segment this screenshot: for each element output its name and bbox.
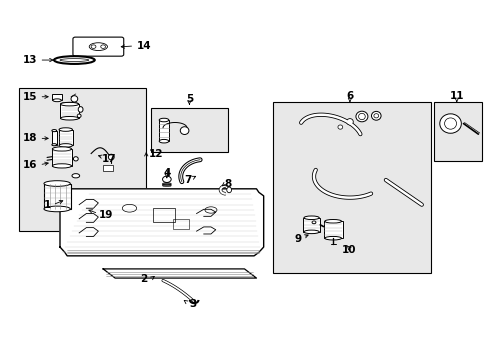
Text: 14: 14 — [136, 41, 151, 51]
Bar — [172, 219, 189, 229]
Ellipse shape — [180, 127, 188, 135]
Text: 3: 3 — [189, 299, 197, 309]
Bar — [59, 130, 73, 145]
Ellipse shape — [53, 99, 61, 102]
Bar — [159, 120, 168, 141]
Ellipse shape — [304, 230, 319, 234]
Text: 5: 5 — [185, 94, 193, 104]
Ellipse shape — [324, 237, 341, 240]
Bar — [52, 131, 57, 145]
Text: 12: 12 — [148, 149, 163, 158]
Polygon shape — [103, 269, 256, 278]
Ellipse shape — [337, 125, 342, 129]
Bar — [153, 208, 175, 222]
Ellipse shape — [371, 111, 380, 120]
Ellipse shape — [59, 128, 72, 131]
Ellipse shape — [346, 118, 352, 125]
Bar — [433, 102, 481, 161]
Ellipse shape — [226, 187, 231, 193]
Bar — [323, 221, 342, 238]
Ellipse shape — [52, 164, 71, 168]
Ellipse shape — [61, 102, 79, 106]
Text: 18: 18 — [22, 133, 37, 143]
Text: 1: 1 — [43, 200, 51, 210]
Bar — [273, 102, 430, 274]
Text: 6: 6 — [346, 91, 353, 102]
Polygon shape — [60, 189, 263, 256]
Ellipse shape — [52, 130, 57, 132]
Ellipse shape — [72, 174, 80, 178]
Ellipse shape — [71, 96, 78, 102]
Ellipse shape — [304, 216, 319, 220]
Text: 11: 11 — [448, 91, 463, 102]
Bar — [103, 165, 112, 171]
Ellipse shape — [77, 114, 81, 118]
Ellipse shape — [159, 118, 168, 122]
Ellipse shape — [73, 157, 78, 161]
Ellipse shape — [159, 139, 168, 143]
Ellipse shape — [89, 43, 107, 50]
Ellipse shape — [324, 220, 341, 223]
Ellipse shape — [355, 111, 367, 122]
Bar — [44, 184, 70, 209]
Bar — [303, 218, 320, 232]
Text: 16: 16 — [22, 160, 37, 170]
Ellipse shape — [108, 154, 114, 160]
Bar — [61, 104, 79, 118]
Ellipse shape — [162, 176, 171, 183]
Text: 10: 10 — [341, 245, 355, 255]
Ellipse shape — [61, 117, 79, 120]
Text: 9: 9 — [294, 234, 301, 244]
Ellipse shape — [311, 221, 315, 224]
Text: 8: 8 — [224, 179, 231, 189]
Bar — [19, 88, 146, 231]
Ellipse shape — [44, 181, 70, 186]
Ellipse shape — [78, 107, 83, 112]
Ellipse shape — [59, 144, 72, 147]
Text: 13: 13 — [22, 55, 37, 65]
Ellipse shape — [52, 147, 71, 151]
Text: 17: 17 — [102, 154, 117, 164]
Bar — [52, 94, 62, 100]
Ellipse shape — [439, 114, 460, 133]
Ellipse shape — [44, 206, 70, 212]
Bar — [151, 108, 227, 152]
Ellipse shape — [61, 102, 79, 106]
Text: 2: 2 — [140, 274, 147, 284]
Text: 4: 4 — [163, 168, 170, 178]
FancyBboxPatch shape — [73, 37, 123, 56]
Text: 15: 15 — [22, 92, 37, 102]
Text: 19: 19 — [98, 210, 112, 220]
Ellipse shape — [52, 144, 57, 146]
Bar — [52, 149, 72, 166]
Text: 7: 7 — [184, 175, 191, 185]
